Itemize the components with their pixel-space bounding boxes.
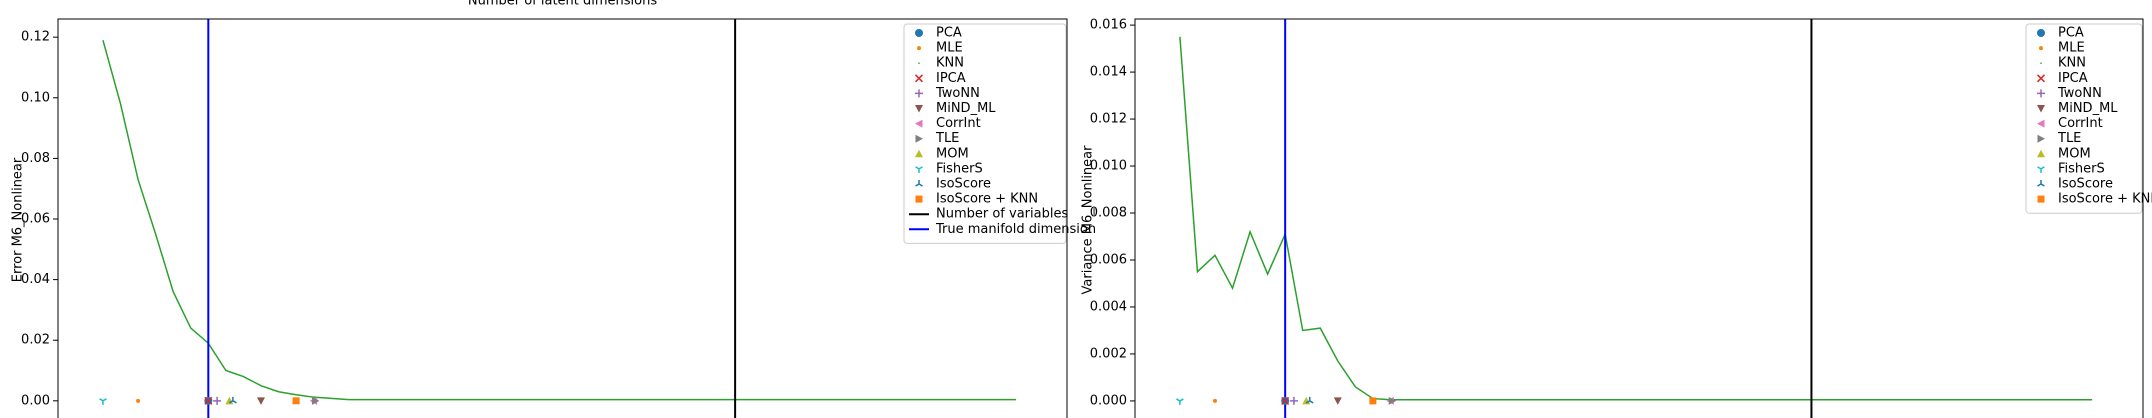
axes-frame (1134, 18, 2144, 418)
y-tick-label: 0.010 (1090, 159, 1127, 174)
legend-label: PCA (936, 26, 962, 41)
legend-label: IsoScore (2058, 177, 2113, 192)
legend-marker (915, 166, 923, 173)
legend-marker (2039, 46, 2043, 51)
y-tick-label: 0.08 (21, 151, 50, 166)
legend-marker (915, 119, 923, 128)
legend-marker (2037, 180, 2045, 187)
estimator-marker (1333, 397, 1342, 405)
y-axis-label: Variance M6_Nonlinear (1081, 145, 1096, 295)
legend-box (2025, 23, 2143, 214)
plot-area (1176, 19, 2093, 418)
estimator-marker (1369, 397, 1377, 405)
y-tick-label: 0.12 (21, 30, 50, 45)
legend-marker (915, 195, 923, 203)
legend-marker (2037, 105, 2045, 113)
legend-marker (915, 105, 923, 113)
legend-marker (915, 180, 923, 187)
y-tick-label: 0.004 (1090, 299, 1127, 314)
legend-label: Number of variables (936, 207, 1068, 222)
legend-marker (918, 62, 920, 64)
legend-marker (2037, 89, 2045, 98)
legend-label: MiND_ML (936, 101, 996, 116)
legend-label: MOM (2058, 146, 2091, 161)
estimator-marker (136, 398, 141, 403)
y-axis-label: Error M6_Nonlinear (11, 157, 26, 282)
estimator-marker (1281, 396, 1290, 405)
legend-label: IPCA (2058, 71, 2088, 86)
y-tick-label: 0.000 (1090, 393, 1127, 408)
estimator-marker (1176, 398, 1184, 405)
legend-label: IsoScore + KNN (936, 192, 1038, 207)
legend-marker (2037, 166, 2045, 173)
y-tick-label: 0.008 (1090, 206, 1127, 221)
legend-label: KNN (2058, 56, 2086, 71)
legend-label: IsoScore + KNN (2058, 192, 2152, 207)
legend-label: MOM (936, 146, 969, 161)
legend-marker (2037, 149, 2045, 158)
y-tick-label: 0.016 (1090, 18, 1127, 33)
legend-label: FisherS (2058, 161, 2105, 176)
y-tick-label: 0.002 (1090, 346, 1127, 361)
legend-label: KNN (936, 56, 964, 71)
estimator-marker (256, 397, 265, 405)
legend-marker (2037, 134, 2045, 143)
legend-label: True manifold dimension (935, 222, 1096, 237)
plot-area (99, 19, 1017, 418)
y-tick-label: 0.012 (1090, 112, 1127, 127)
estimator-marker (311, 396, 320, 405)
y-tick-label: 0.00 (21, 393, 50, 408)
estimator-marker (1305, 396, 1314, 404)
axes-frame (57, 18, 1068, 418)
legend-marker (2036, 74, 2046, 83)
legend-label: MLE (2058, 41, 2085, 56)
legend-label: MLE (936, 41, 963, 56)
estimator-marker (1289, 396, 1298, 405)
legend-label: CorrInt (2058, 116, 2103, 131)
legend-box (903, 23, 1067, 244)
legend-label: PCA (2058, 26, 2084, 41)
legend-label: TwoNN (2057, 86, 2102, 101)
legend-marker (2037, 119, 2045, 128)
estimator-marker (204, 396, 213, 405)
legend-label: IsoScore (936, 177, 991, 192)
legend-marker (2037, 29, 2045, 37)
estimator-marker (1388, 396, 1397, 405)
y-tick-label: 0.04 (21, 272, 50, 287)
legend-marker (2040, 62, 2042, 64)
estimator-marker (292, 397, 300, 405)
y-tick-label: 0.02 (21, 333, 50, 348)
legend-label: IPCA (936, 71, 966, 86)
legend-label: TLE (2057, 131, 2081, 146)
estimator-marker (99, 398, 107, 405)
legend-marker (915, 89, 923, 98)
axis-label-top: Number of latent dimensions (468, 0, 658, 9)
legend-marker (917, 46, 921, 51)
y-tick-label: 0.10 (21, 90, 50, 105)
legend-marker (914, 74, 924, 83)
y-tick-label: 0.06 (21, 212, 50, 227)
estimator-marker (1212, 398, 1217, 403)
legend-label: TLE (935, 131, 959, 146)
legend-label: TwoNN (935, 86, 980, 101)
legend-marker (915, 134, 923, 143)
estimator-marker (229, 396, 237, 404)
legend-label: CorrInt (936, 116, 981, 131)
curve (1179, 36, 2093, 401)
legend-marker (915, 149, 923, 158)
legend-label: MiND_ML (2058, 101, 2118, 116)
legend-marker (915, 29, 923, 37)
curve (102, 40, 1017, 401)
estimator-marker (213, 396, 222, 405)
y-tick-label: 0.014 (1090, 65, 1127, 80)
legend-marker (2037, 195, 2045, 203)
y-tick-label: 0.006 (1090, 252, 1127, 267)
legend-label: FisherS (936, 161, 983, 176)
